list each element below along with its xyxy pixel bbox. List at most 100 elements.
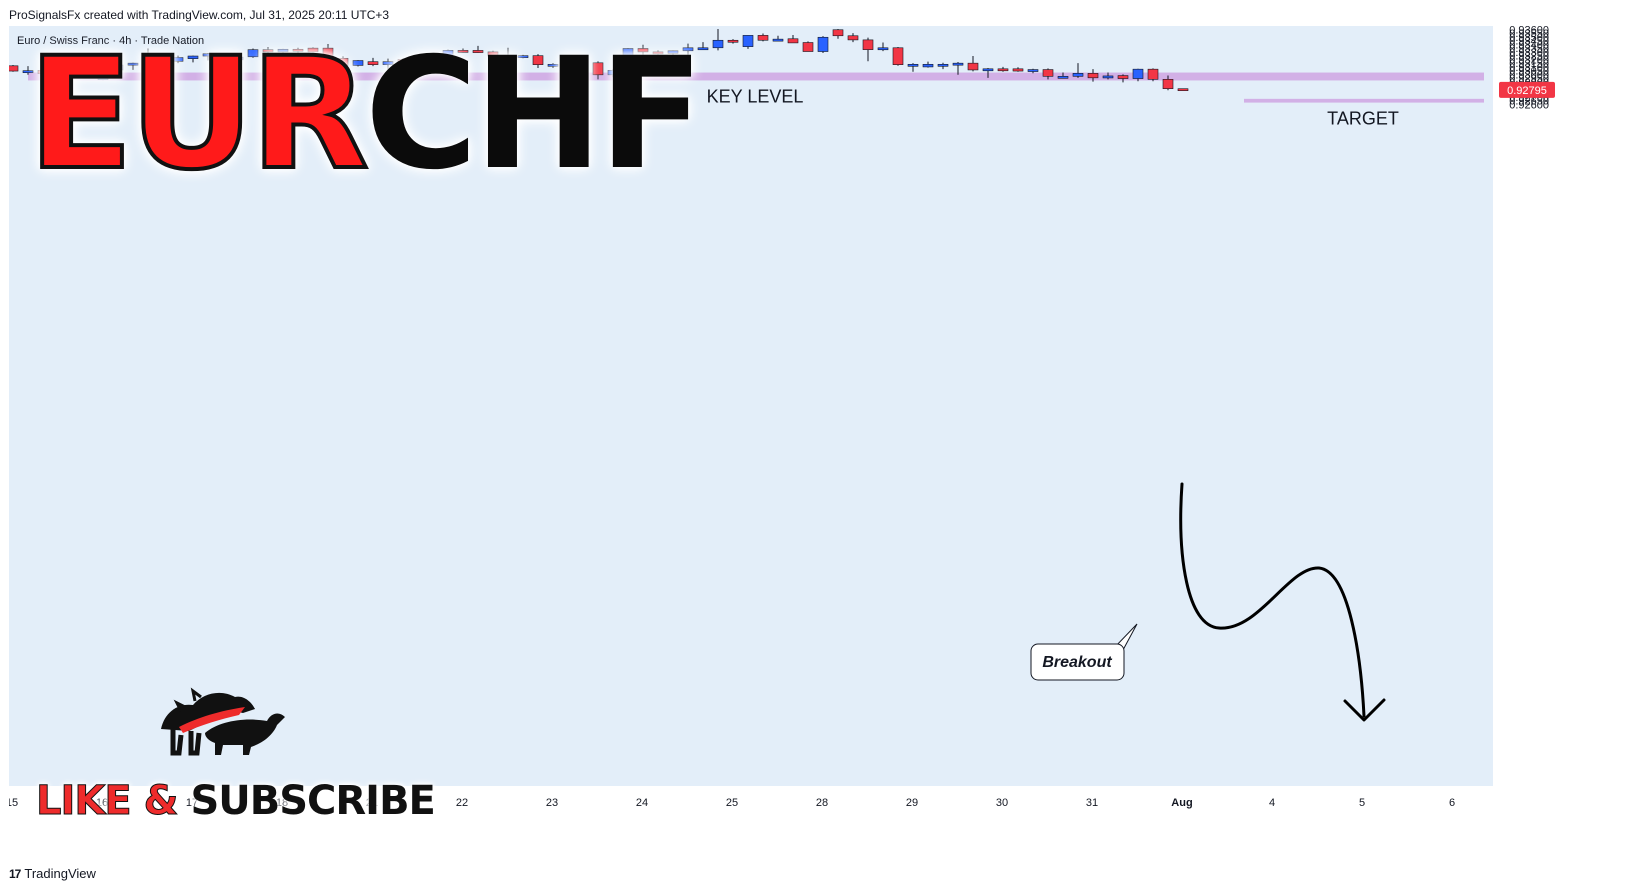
candle-body-up	[172, 57, 184, 62]
chart-header-text: ProSignalsFx created with TradingView.co…	[9, 8, 390, 22]
candle-body-up	[382, 61, 394, 65]
candle-body-up	[97, 69, 109, 80]
candle-body-down	[1117, 75, 1129, 79]
candle-body-up	[202, 53, 214, 57]
candle	[247, 48, 259, 58]
price-tick-label: 0.93450	[1509, 36, 1549, 48]
candle	[367, 57, 379, 67]
candle-body-up	[82, 74, 94, 77]
price-tick-label: 0.92600	[1509, 99, 1549, 111]
candles-layer	[9, 29, 1189, 92]
candle-body-down	[1147, 68, 1159, 80]
candle-body-down	[592, 62, 604, 76]
candle	[517, 54, 529, 59]
footer-branding[interactable]: 17 TradingView	[9, 866, 96, 881]
candle	[832, 29, 844, 39]
candle	[97, 69, 109, 81]
candle	[52, 69, 64, 78]
candle-body-up	[247, 49, 259, 58]
candle-body-down	[637, 48, 649, 53]
candle	[487, 50, 499, 58]
candle-body-down	[457, 50, 469, 53]
breakout-callout-box	[1030, 643, 1125, 681]
price-tick-label: 0.93050	[1509, 66, 1549, 78]
candle-body-down	[577, 60, 589, 64]
candle	[1102, 72, 1114, 80]
price-axis[interactable]: 0.936000.935500.935000.934500.934000.933…	[1499, 26, 1555, 111]
candle	[862, 37, 874, 62]
candle-body-down	[67, 74, 79, 78]
candle-body-up	[427, 56, 439, 62]
candle-body-down	[37, 70, 49, 74]
candle-body-up	[142, 56, 154, 64]
candle-body-up	[22, 70, 34, 73]
candle-body-down	[532, 55, 544, 65]
candle	[742, 35, 754, 49]
candle	[937, 62, 949, 70]
candle-body-down	[412, 59, 424, 62]
tradingview-logo-icon: 17	[9, 866, 21, 881]
candle-body-up	[607, 70, 619, 76]
candle-body-down	[787, 38, 799, 44]
target-zone	[1244, 98, 1484, 103]
candle-body-down	[802, 42, 814, 52]
price-tick-label: 0.93350	[1509, 43, 1549, 55]
candle-body-down	[757, 35, 769, 41]
candle	[427, 54, 439, 63]
key-level-label: KEY LEVEL	[707, 86, 804, 106]
candle-body-down	[52, 73, 64, 76]
chart-pane[interactable]	[9, 26, 1564, 818]
candle-body-up	[517, 55, 529, 58]
like-text: LIKE &	[35, 778, 191, 825]
candle	[1057, 72, 1069, 79]
candle-body-down	[367, 61, 379, 65]
candle	[727, 39, 739, 44]
time-tick-label: 28	[816, 797, 828, 809]
candle	[232, 56, 244, 64]
time-tick-label: 31	[1086, 797, 1098, 809]
candle	[1132, 68, 1144, 82]
price-chart[interactable]: Euro / Swiss Franc · 4h · Trade Nation K…	[9, 26, 1564, 818]
candle	[1147, 68, 1159, 82]
candle	[157, 53, 169, 66]
candle-body-up	[127, 62, 139, 66]
candle	[907, 63, 919, 72]
last-price-tag	[1499, 81, 1555, 98]
candle	[337, 56, 349, 66]
time-tick-label: 5	[1359, 797, 1365, 809]
time-axis[interactable]: 15 16 17 18 21 22 23 24 25 28 29 30 31 Aug 4 5 6	[9, 797, 1455, 809]
candle-body-up	[232, 56, 244, 61]
candle	[217, 53, 229, 63]
candle	[37, 66, 49, 79]
candle-body-up	[1057, 76, 1069, 79]
candle-body-down	[832, 29, 844, 37]
candle-body-down	[862, 39, 874, 50]
candle	[472, 45, 484, 54]
candle	[922, 61, 934, 68]
candle-body-down	[337, 57, 349, 66]
candle	[322, 44, 334, 60]
candle	[772, 35, 784, 42]
candle	[142, 48, 154, 68]
candle-body-up	[742, 35, 754, 47]
candle	[892, 47, 904, 66]
candle	[982, 68, 994, 78]
candle	[412, 57, 424, 63]
candle	[82, 71, 94, 78]
title-base-currency: EUR	[26, 25, 371, 204]
candle-body-down	[1012, 68, 1024, 72]
zones-layer: KEY LEVEL TARGET	[28, 72, 1484, 129]
price-axis-bg	[1493, 26, 1564, 786]
candle	[1177, 88, 1189, 92]
candle-body-up	[1072, 73, 1084, 77]
candle-body-up	[352, 60, 364, 66]
time-tick-label: 18	[276, 797, 288, 809]
candle-body-down	[322, 47, 334, 59]
candle	[1027, 68, 1039, 74]
candle	[667, 50, 679, 57]
time-tick-label: 4	[1269, 797, 1275, 809]
candle-body-down	[397, 59, 409, 62]
candle	[127, 62, 139, 70]
candle	[637, 44, 649, 58]
candle-body-down	[262, 49, 274, 53]
